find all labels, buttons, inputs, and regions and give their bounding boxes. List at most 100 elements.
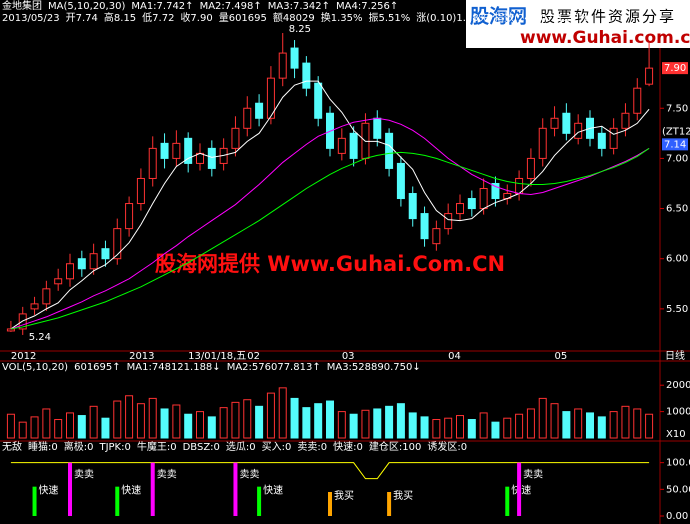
candle-body [597, 132, 606, 149]
candle-body [645, 67, 654, 85]
candle-body [562, 112, 571, 134]
signal-label: 快速 [263, 485, 283, 497]
volume-bar [113, 400, 122, 439]
candle-body [101, 248, 110, 260]
volume-bar [148, 397, 157, 439]
logo-slogan: 股票软件资源分享 [540, 8, 676, 26]
y-tick-label: 100000 [666, 407, 690, 418]
volume-bar [479, 412, 488, 439]
header-item: MA(5,10,20,30) [48, 1, 125, 12]
x-tick-label: 2013 [129, 351, 154, 362]
header-item: 振5.51% [368, 11, 410, 24]
candle-body [491, 182, 500, 200]
candle-body [385, 132, 394, 169]
header-item: 收7.90 [180, 11, 212, 24]
volume-bar [609, 411, 618, 439]
watermark: 股海网提供 Www.Guhai.Com.CN [155, 252, 505, 276]
header-item: 涨(0.10)1.28% [416, 12, 488, 24]
signal-label: 卖卖 [157, 469, 177, 481]
volume-bar [54, 419, 63, 439]
header-item: 睡猫:0 [28, 440, 58, 453]
y-tick-label: 7.00 [666, 153, 688, 164]
volume-bar [255, 405, 264, 439]
volume-bar [645, 413, 654, 439]
candle-body [30, 303, 39, 310]
signal-bar [257, 486, 262, 516]
candle-body [432, 228, 441, 245]
header-item: 601695↑ [74, 362, 121, 373]
volume-bar [231, 401, 240, 439]
candle-body [538, 127, 547, 159]
header-item: 高8.15 [104, 11, 136, 24]
marker-note: (ZT12) [662, 126, 690, 137]
candle-body [290, 47, 299, 69]
candle-body [550, 117, 559, 129]
candle-body [266, 77, 275, 119]
candle-body [231, 127, 240, 149]
candle-body [255, 102, 264, 119]
signal-label: 我买 [334, 490, 354, 502]
candle-body [408, 193, 417, 220]
volume-bar [326, 400, 334, 439]
volume-bar [396, 403, 405, 439]
signal-label: 快速 [39, 485, 59, 497]
volume-bar [503, 417, 512, 439]
header-item: VOL(5,10,20) [2, 362, 68, 373]
signal-bar [68, 462, 72, 516]
header-item: 牛魔王:0 [137, 440, 177, 453]
candle-body [314, 82, 323, 119]
header-item: 换1.35% [321, 11, 363, 24]
candle-body [420, 213, 429, 240]
period-label: 日线 [665, 349, 685, 362]
volume-bar [266, 392, 275, 439]
y-tick-label: 7.50 [666, 103, 688, 114]
volume-bar [219, 407, 228, 439]
signal-label: 快速 [121, 485, 141, 497]
header-item: 买入:0 [262, 441, 292, 453]
volume-bar [586, 412, 594, 439]
candle-body [113, 228, 122, 260]
ma-line [10, 80, 650, 330]
signal-bar [328, 492, 332, 516]
price-marker-label: 7.90 [664, 63, 686, 74]
header-item: 额48029 [273, 11, 315, 24]
header-item: 无敌 [2, 440, 22, 453]
volume-bar [444, 417, 453, 439]
logo-bg [466, 0, 690, 48]
header-item: 金地集团 [2, 0, 42, 12]
signal-bar [517, 462, 522, 516]
volume-bar [562, 411, 571, 439]
volume-bar [207, 416, 216, 439]
volume-bar [42, 408, 51, 439]
y-tick-label: 50.00 [666, 484, 690, 495]
volume-bar [125, 395, 134, 439]
candle-body [396, 162, 405, 200]
header-item: 诱发区:0 [427, 440, 467, 453]
price-marker [662, 62, 688, 75]
volume-bar [432, 419, 441, 439]
header-item: MA1:7.742↑ [131, 1, 193, 12]
header-item: 开7.74 [66, 13, 98, 24]
logo-url: www.Guhai.com.cn [520, 28, 690, 48]
y-tick-label: 6.00 [666, 254, 688, 265]
candle-body [479, 188, 488, 210]
volume-bar [6, 413, 15, 439]
x-tick-label: 2012 [11, 351, 36, 362]
volume-bar [385, 405, 394, 439]
high-annotation: 8.25 [289, 24, 311, 35]
header-item: DBSZ:0 [183, 442, 220, 453]
volume-bar [66, 412, 74, 439]
ma-line [10, 117, 650, 330]
header-item: 量601695 [219, 12, 267, 24]
candle-body [89, 253, 98, 270]
ma-line [10, 147, 650, 330]
candle-body [302, 62, 311, 89]
volume-bar [278, 387, 287, 439]
volume-bar [373, 408, 382, 439]
low-annotation: 5.24 [29, 332, 51, 343]
candle-body [526, 157, 535, 179]
y-tick-label: 0.00 [666, 511, 688, 522]
signal-bar [387, 492, 392, 516]
logo: 股海网 股票软件资源分享 www.Guhai.com.cn [466, 0, 690, 48]
